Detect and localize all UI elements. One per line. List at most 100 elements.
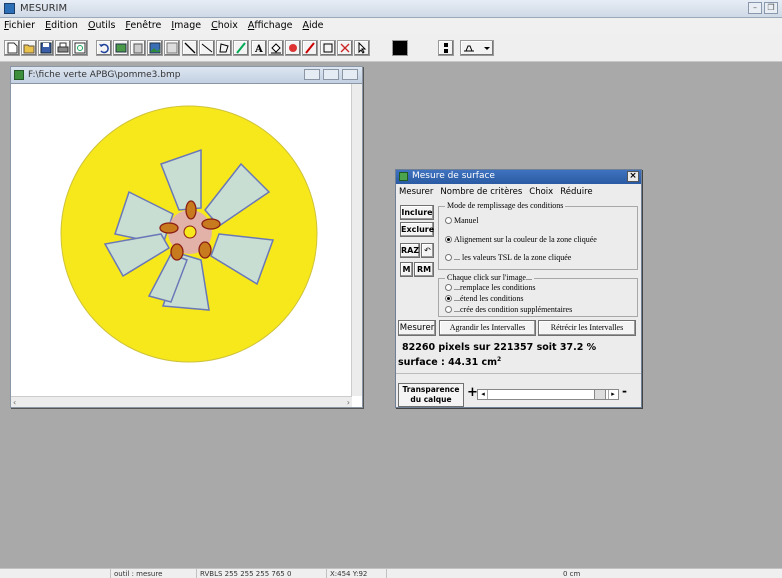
minimize-icon[interactable] (304, 69, 320, 80)
dialog-title-bar[interactable]: Mesure de surface × (396, 170, 641, 184)
flower-image[interactable] (11, 84, 352, 396)
option-manuel[interactable]: Manuel (445, 216, 478, 225)
option-remplace[interactable]: ...remplace les conditions (445, 283, 536, 292)
open-icon[interactable] (21, 40, 37, 56)
option-alignement-label: Alignement sur la couleur de la zone cli… (454, 235, 597, 244)
menu-outils[interactable]: Outils (87, 20, 116, 31)
agrandir-intervalles-button[interactable]: Agrandir les Intervalles (439, 320, 536, 336)
dialog-menu-nombre-criteres[interactable]: Nombre de critères (440, 187, 523, 197)
option-etend[interactable]: ...étend les conditions (445, 294, 524, 303)
zoom-icon[interactable] (337, 40, 353, 56)
menu-aide[interactable]: Aide (302, 20, 324, 31)
new-icon[interactable] (4, 40, 20, 56)
retrecir-intervalles-button[interactable]: Rétrécir les Intervalles (538, 320, 636, 336)
image-vertical-scrollbar[interactable] (351, 84, 362, 396)
option-valeurs-tsl[interactable]: ... les valeurs TSL de la zone cliquée (445, 253, 571, 262)
mode-remplissage-group: Mode de remplissage des conditions Manue… (438, 201, 638, 270)
image-icon[interactable] (147, 40, 163, 56)
result-surface-unit-exp: 2 (497, 356, 502, 363)
close-icon[interactable]: × (627, 171, 639, 182)
memory-recall-button[interactable]: RM (414, 262, 434, 277)
grid-icon[interactable] (164, 40, 180, 56)
rectangle-icon[interactable] (320, 40, 336, 56)
save-icon[interactable] (38, 40, 54, 56)
menu-edition[interactable]: Edition (45, 20, 78, 31)
inclure-button[interactable]: Inclure (400, 205, 434, 220)
option-alignement[interactable]: Alignement sur la couleur de la zone cli… (445, 235, 597, 244)
diagonal-icon[interactable] (199, 40, 215, 56)
radio-valeurs-tsl[interactable] (445, 254, 452, 261)
image-window-title: F:\fiche verte APBG\pomme3.bmp (28, 70, 181, 80)
menu-fichier[interactable]: Fichier (4, 20, 36, 31)
fill-icon[interactable] (268, 40, 284, 56)
window-controls: – ❐ (748, 2, 778, 14)
scale-icon[interactable] (438, 40, 454, 56)
image-canvas[interactable] (11, 84, 352, 396)
status-coords: X:454 Y:92 (326, 569, 386, 578)
menu-fenetre[interactable]: Fenêtre (125, 20, 162, 31)
brush-icon[interactable] (233, 40, 249, 56)
status-tool: outil : mesure (110, 569, 196, 578)
memory-button[interactable]: M (400, 262, 413, 277)
app-icon (4, 3, 15, 14)
transparence-plus[interactable]: + (467, 385, 478, 400)
option-cree-label: ...crée des condition supplémentaires (454, 305, 573, 314)
image-file-icon (14, 70, 24, 80)
result-surface-value: surface : 44.31 cm (398, 357, 498, 369)
color-picker-icon[interactable] (285, 40, 301, 56)
radio-cree[interactable] (445, 306, 452, 313)
scroll-left-icon[interactable]: ‹ (13, 398, 17, 407)
slider-right-icon[interactable]: ▸ (608, 390, 617, 399)
copy-image-icon[interactable] (113, 40, 129, 56)
transparence-label-2: du calque (410, 395, 452, 404)
option-cree[interactable]: ...crée des condition supplémentaires (445, 305, 572, 314)
line-icon[interactable] (182, 40, 198, 56)
transparence-button[interactable]: Transparence du calque (398, 383, 464, 407)
slider-left-icon[interactable]: ◂ (479, 390, 488, 399)
cursor-icon[interactable] (354, 40, 370, 56)
text-icon[interactable]: A (251, 40, 267, 56)
maximize-icon[interactable] (323, 69, 339, 80)
undo-icon[interactable]: ↶ (421, 243, 434, 258)
close-icon[interactable] (342, 69, 358, 80)
mesurer-button[interactable]: Mesurer (398, 320, 436, 336)
exclure-button[interactable]: Exclure (400, 222, 434, 237)
menu-affichage[interactable]: Affichage (247, 20, 293, 31)
raz-button[interactable]: RAZ (400, 243, 420, 258)
mode-remplissage-title: Mode de remplissage des conditions (445, 201, 566, 210)
scroll-right-icon[interactable]: › (346, 398, 350, 407)
radio-manuel[interactable] (445, 217, 452, 224)
paste-image-icon[interactable] (130, 40, 146, 56)
status-length: 0 cm (386, 569, 782, 578)
dialog-menu-mesurer[interactable]: Mesurer (399, 187, 434, 197)
image-window-title-bar[interactable]: F:\fiche verte APBG\pomme3.bmp (11, 67, 362, 84)
slider-thumb[interactable] (594, 390, 606, 399)
mesure-surface-dialog[interactable]: Mesure de surface × Mesurer Nombre de cr… (395, 169, 642, 408)
status-bar: outil : mesure RVBLS 255 255 255 765 0 X… (0, 568, 782, 578)
print-icon[interactable] (55, 40, 71, 56)
image-horizontal-scrollbar[interactable]: ‹ › (11, 396, 352, 407)
pen-icon[interactable] (302, 40, 318, 56)
chaque-click-title: Chaque click sur l'image... (445, 273, 534, 282)
divider (396, 373, 641, 374)
dialog-title: Mesure de surface (412, 171, 495, 181)
minimize-icon[interactable]: – (748, 2, 762, 14)
menu-image[interactable]: Image (171, 20, 202, 31)
dropdown-tool-icon[interactable] (460, 40, 494, 56)
app-title-bar: MESURIM – ❐ (0, 0, 782, 18)
transparence-slider[interactable]: ◂ ▸ (477, 389, 619, 400)
transparence-minus[interactable]: - (622, 384, 627, 398)
dialog-menu-reduire[interactable]: Réduire (560, 187, 593, 197)
menu-choix[interactable]: Choix (211, 20, 238, 31)
preview-icon[interactable] (72, 40, 88, 56)
dialog-menu-choix[interactable]: Choix (529, 187, 554, 197)
image-window[interactable]: F:\fiche verte APBG\pomme3.bmp (10, 66, 363, 408)
radio-remplace[interactable] (445, 284, 452, 291)
option-valeurs-tsl-label: ... les valeurs TSL de la zone cliquée (454, 253, 572, 262)
color-swatch[interactable] (392, 40, 408, 56)
radio-etend[interactable] (445, 295, 452, 302)
radio-alignement[interactable] (445, 236, 452, 243)
undo-icon[interactable] (96, 40, 112, 56)
polygon-icon[interactable] (216, 40, 232, 56)
maximize-icon[interactable]: ❐ (764, 2, 778, 14)
